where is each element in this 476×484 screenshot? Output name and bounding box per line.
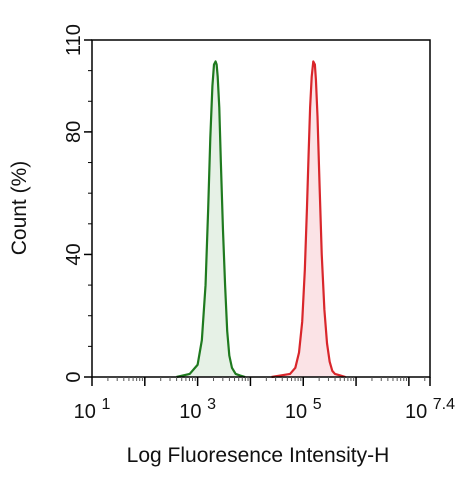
y-tick-label: 40	[63, 243, 85, 265]
y-tick-label: 0	[63, 371, 85, 382]
series-1-area	[271, 61, 346, 377]
series-0-area	[176, 61, 246, 377]
x-tick-label: 10 7.4	[405, 396, 455, 423]
x-axis-label: Log Fluoresence Intensity-H	[127, 444, 390, 467]
y-tick-label: 80	[63, 121, 85, 143]
plot-frame	[91, 39, 431, 378]
series-layer	[176, 60, 346, 379]
y-tick-label: 110	[63, 24, 85, 56]
series-1-line	[271, 60, 346, 379]
x-tick-label: 10 1	[74, 396, 111, 423]
x-tick-label: 10 3	[179, 396, 216, 423]
series-0-line	[176, 60, 246, 379]
x-tick-label: 10 5	[285, 396, 322, 423]
y-axis-label: Count (%)	[8, 161, 31, 256]
y-axis: 0 40 80 110	[63, 24, 92, 383]
x-axis: 10 1 10 3 10 5 10 7.4	[74, 377, 455, 423]
